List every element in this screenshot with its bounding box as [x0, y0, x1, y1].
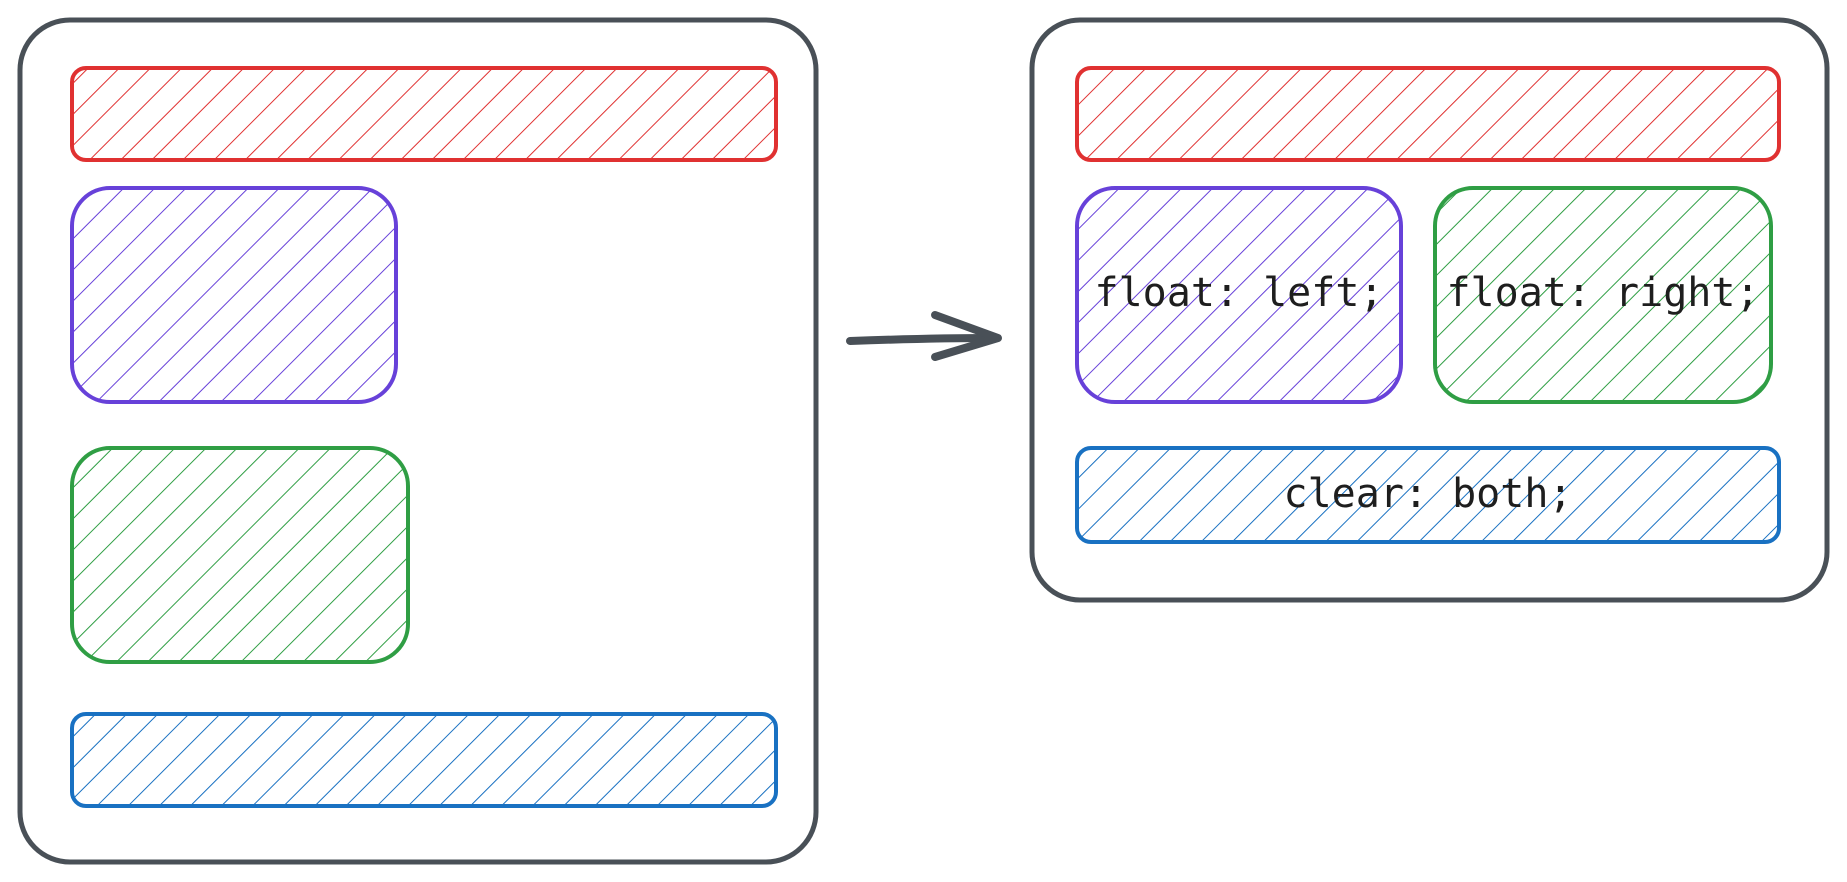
- float-right-label: float: right;: [1446, 270, 1759, 316]
- after-header-block: [1075, 66, 1781, 162]
- float-left-label: float: left;: [1095, 270, 1384, 316]
- float-right-block: [1433, 186, 1773, 404]
- clear-both-block: [1075, 446, 1781, 544]
- before-layout: [17, 17, 819, 865]
- before-purple-block: [70, 186, 398, 404]
- float-left-block: [1075, 186, 1403, 404]
- before-header-block: [70, 66, 778, 162]
- before-footer-block: [70, 712, 778, 808]
- clear-both-label: clear: both;: [1284, 471, 1573, 517]
- after-layout: float: left; float: right; clear: both;: [1029, 17, 1830, 603]
- before-green-block: [70, 446, 410, 664]
- arrow-icon: [846, 311, 1002, 361]
